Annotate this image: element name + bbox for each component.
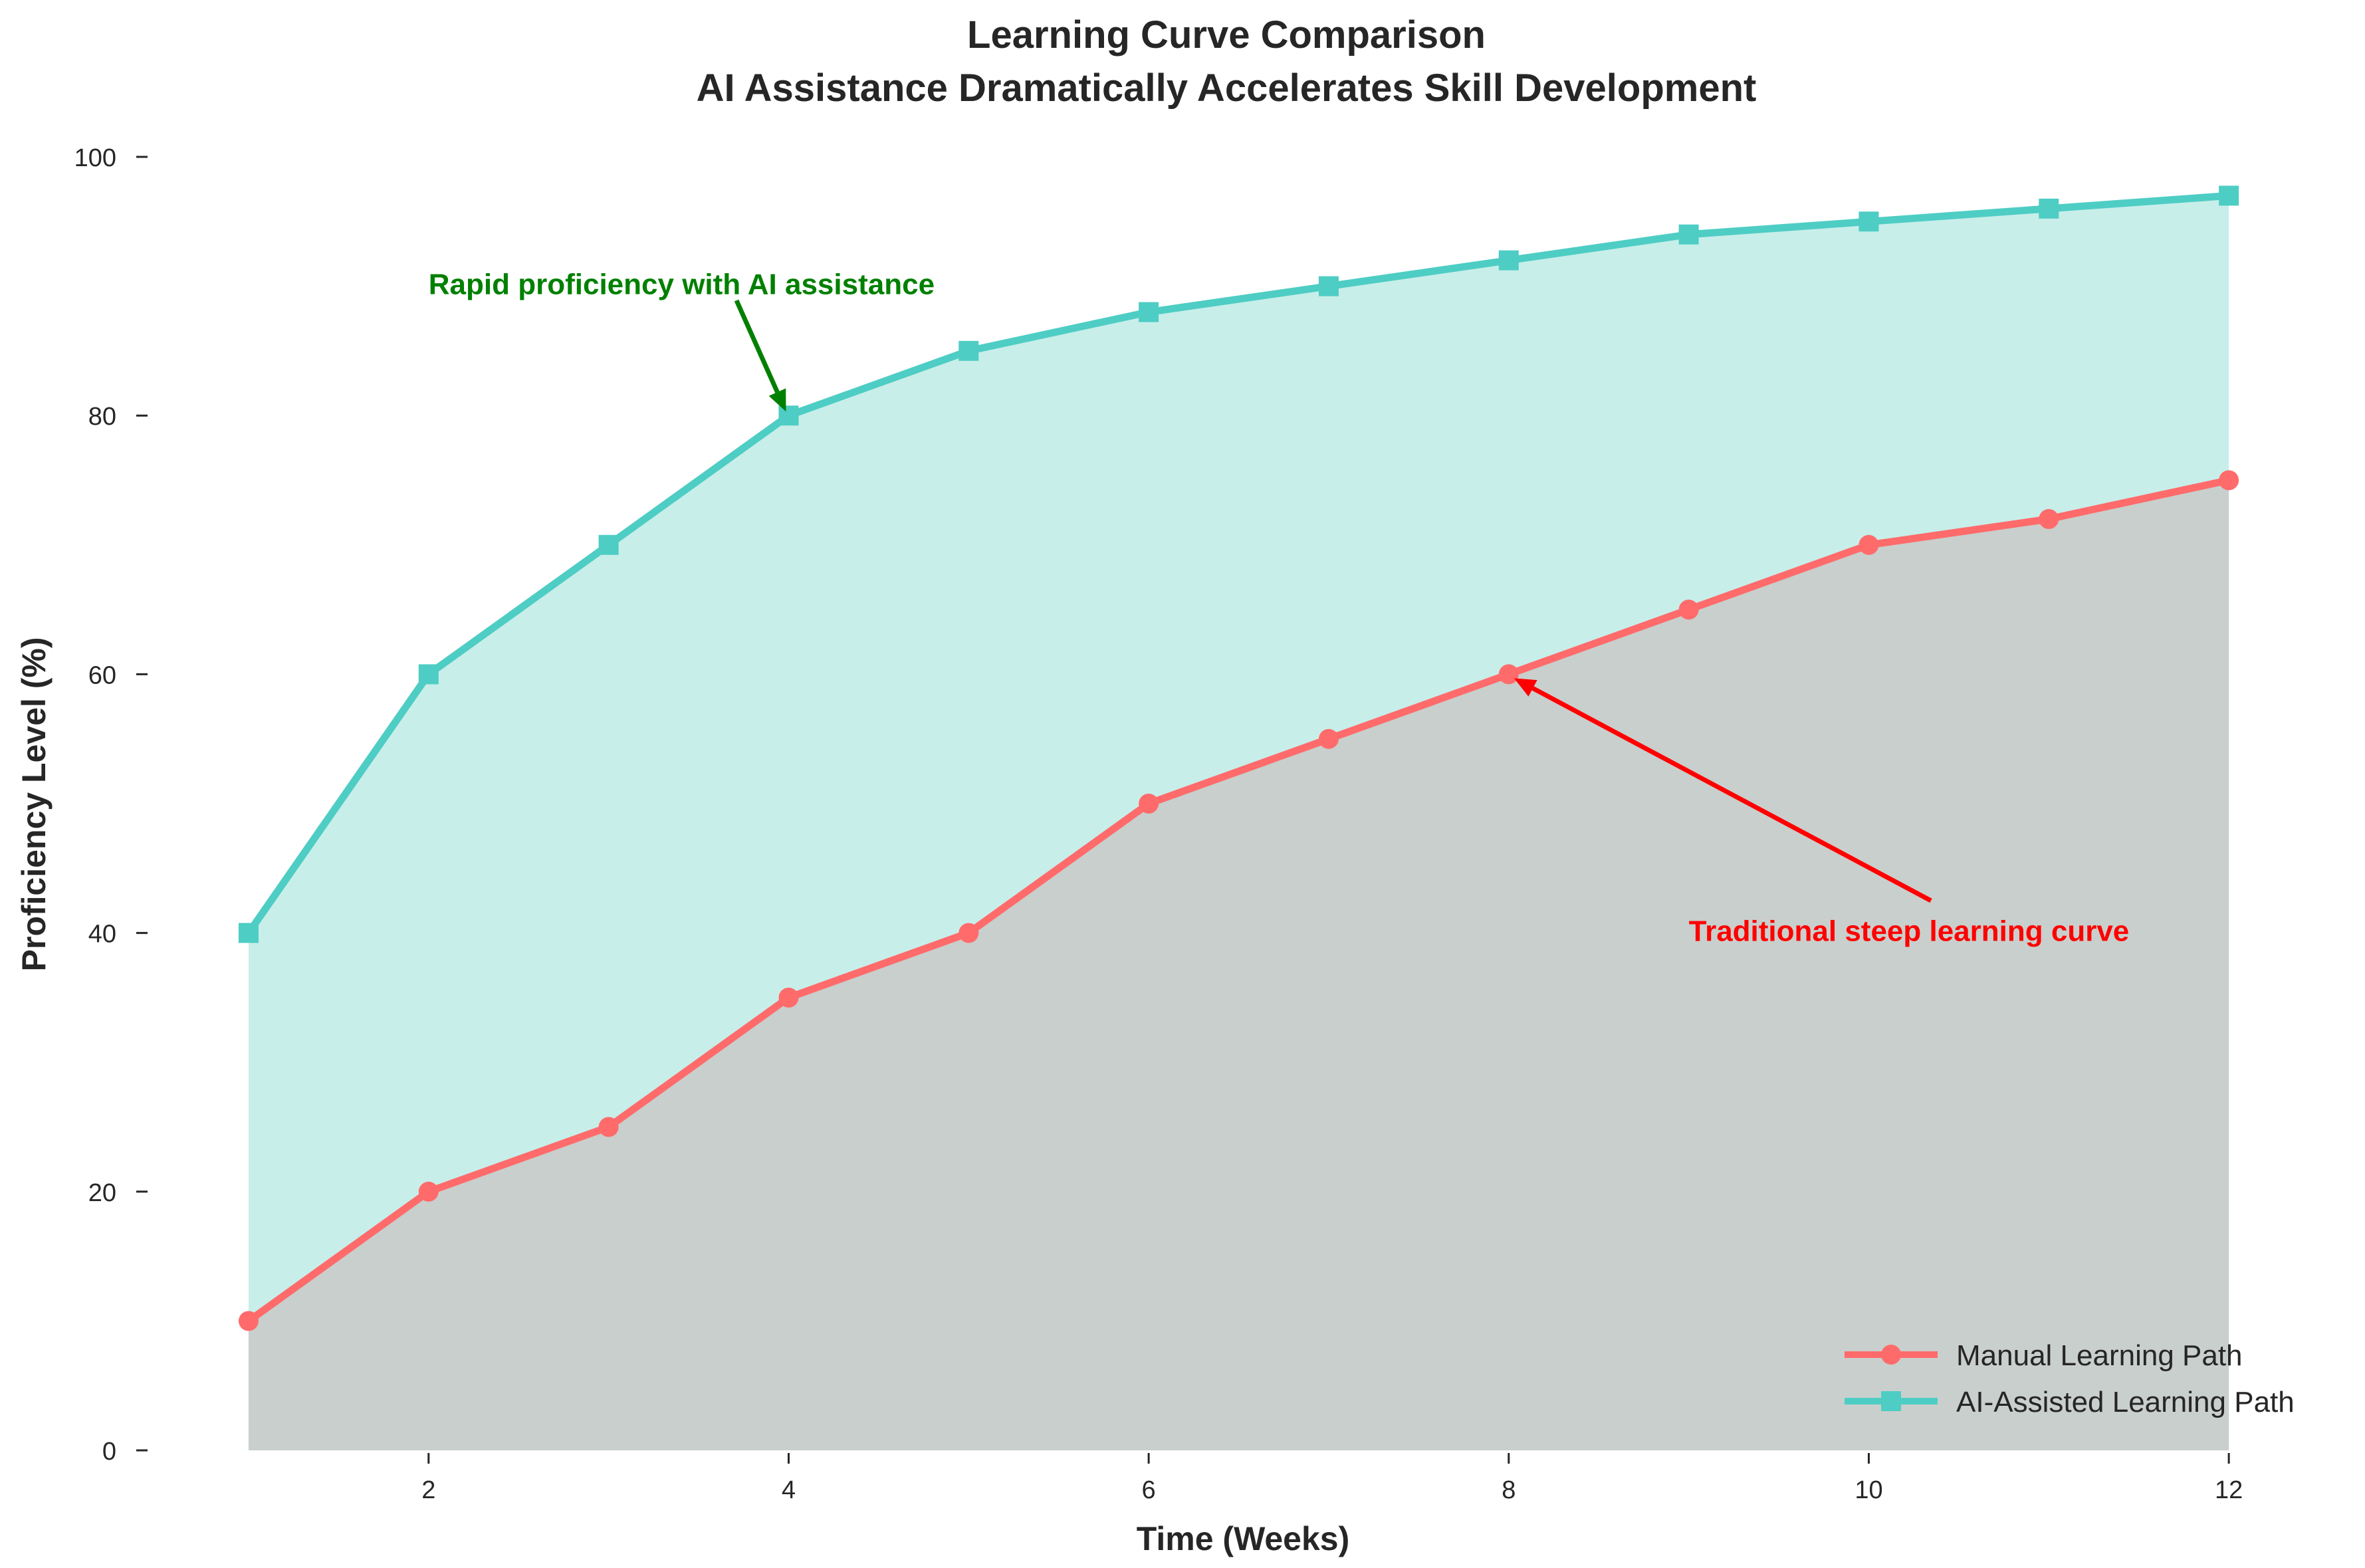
plot-area [238,185,2239,1450]
x-tick-label: 2 [421,1476,435,1504]
ai-assisted-point [2039,198,2059,219]
manual-series-markers [238,470,2239,1331]
ai-annotation-arrow [734,299,780,393]
ai-assisted-point [2219,185,2239,206]
manual-point [1318,728,1339,749]
ai-assisted-point [1858,211,1879,232]
x-tick-label: 10 [1855,1476,1882,1504]
x-tick-label: 8 [1502,1476,1516,1504]
chart-subtitle: AI Assistance Dramatically Accelerates S… [697,66,1757,110]
ai-assisted-point [418,664,439,685]
x-tick-label: 4 [782,1476,796,1504]
manual-annotation-arrow [1531,686,1932,903]
legend-label-ai: AI-Assisted Learning Path [1956,1386,2295,1418]
manual-point [958,923,979,943]
manual-series-line [245,477,2233,1325]
manual-point [238,1311,259,1331]
manual-point [1858,534,1879,555]
x-tick-label: 6 [1142,1476,1156,1504]
ai-assisted-point [958,340,979,361]
y-tick-label: 80 [88,403,116,431]
manual-point [2039,508,2059,529]
manual-point [1498,664,1519,685]
legend-label-manual: Manual Learning Path [1956,1339,2243,1372]
x-axis: 2 4 6 8 10 12 [421,1453,2243,1504]
y-tick-label: 0 [102,1438,116,1466]
legend-marker-ai [1881,1391,1901,1411]
manual-annotation-text: Traditional steep learning curve [1689,915,2130,948]
ai-assisted-point [238,923,259,943]
manual-point [2219,470,2239,491]
x-axis-label: Time (Weeks) [1137,1520,1350,1557]
ai-assisted-point [778,405,799,426]
y-axis-label: Proficiency Level (%) [15,637,53,972]
ai-annotation-arrowhead [768,388,786,412]
ai-assisted-point [1498,250,1519,271]
legend-marker-manual [1881,1345,1901,1365]
ai-assisted-series-markers [238,185,2239,943]
manual-point [1678,600,1699,620]
manual-point [778,987,799,1008]
ai-assisted-series-line [245,191,2233,937]
x-tick-label: 12 [2215,1476,2243,1504]
annotations: Rapid proficiency with AI assistance Tra… [429,269,2129,948]
legend-item-ai: AI-Assisted Learning Path [1845,1386,2295,1418]
ai-assisted-point [1139,302,1159,322]
chart-title: Learning Curve Comparison [967,13,1486,56]
ai-annotation-text: Rapid proficiency with AI assistance [429,269,935,301]
manual-annotation-arrowhead [1514,678,1537,697]
manual-area-fill [248,480,2229,1450]
manual-point [1139,794,1159,814]
y-tick-label: 60 [88,661,116,689]
y-tick-label: 40 [88,921,116,949]
ai-assisted-point [1678,224,1699,245]
legend: Manual Learning Path AI-Assisted Learnin… [1845,1339,2295,1418]
y-tick-label: 100 [74,144,116,172]
ai-assisted-point [1318,276,1339,296]
ai-assisted-point [598,534,619,555]
y-axis: 0 20 40 60 80 100 [74,144,148,1466]
y-tick-label: 20 [88,1179,116,1207]
manual-point [418,1181,439,1202]
legend-item-manual: Manual Learning Path [1845,1339,2243,1372]
manual-point [598,1117,619,1137]
